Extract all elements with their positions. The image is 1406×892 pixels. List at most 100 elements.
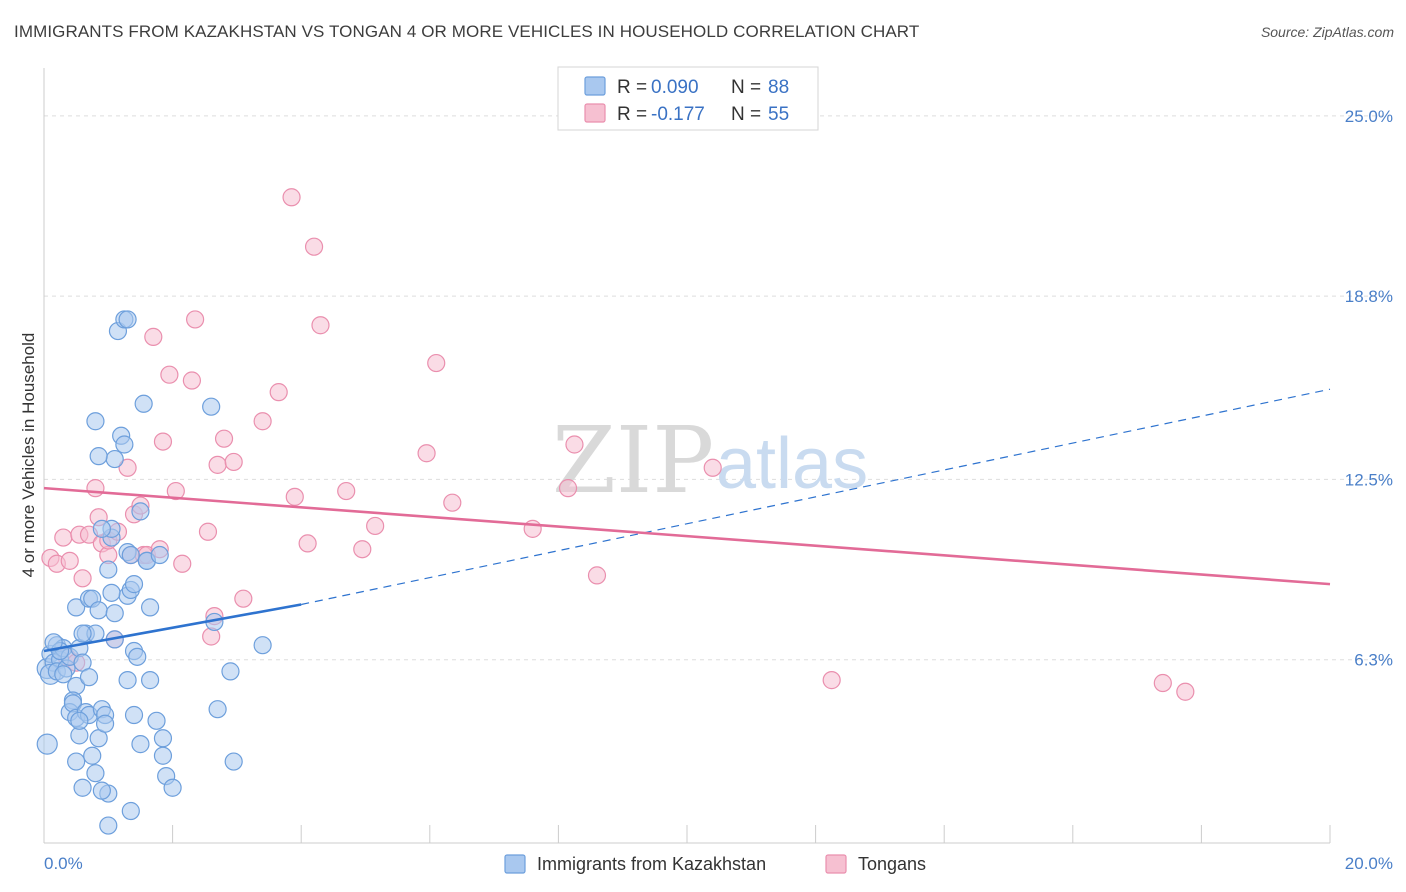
point-kazakhstan-11: [54, 665, 73, 684]
point-kazakhstan-58: [121, 801, 140, 821]
point-tongans-51: [558, 479, 578, 498]
legend-n-value-0: 88: [768, 77, 789, 98]
point-kazakhstan-81: [89, 447, 108, 466]
point-kazakhstan-34: [86, 764, 105, 783]
y-tick-label-1: 12.5%: [1345, 470, 1393, 489]
legend-swatch-blue: [584, 76, 606, 96]
point-tongans-48: [427, 353, 446, 373]
point-kazakhstan-54: [121, 545, 140, 565]
point-kazakhstan-66: [147, 711, 166, 730]
point-tongans-52: [565, 435, 584, 454]
point-kazakhstan-51: [124, 575, 144, 594]
y-axis-label: 4 or more Vehicles in Household: [19, 333, 38, 578]
x-tick-labels: 0.0% 20.0%: [44, 854, 1393, 873]
point-tongans-33: [208, 455, 227, 474]
point-kazakhstan-38: [99, 560, 118, 579]
point-tongans-24: [153, 432, 173, 451]
trend-kazakhstan-solid: [43, 603, 302, 653]
point-tongans-36: [234, 589, 253, 608]
watermark-zip: ZIP: [552, 407, 714, 514]
point-kazakhstan-87: [70, 711, 89, 730]
point-tongans-45: [353, 540, 372, 559]
trend-lines: [43, 388, 1331, 653]
point-kazakhstan-33: [83, 746, 102, 765]
legend-swatch-pink: [584, 103, 606, 123]
legend-r-value-0: 0.090: [651, 77, 699, 98]
point-tongans-29: [182, 371, 201, 390]
point-tongans-28: [186, 310, 205, 329]
point-tongans-56: [1153, 673, 1172, 693]
y-tick-labels: 6.3% 12.5% 18.8% 25.0%: [1345, 107, 1393, 670]
series-kazakhstan: [36, 310, 272, 835]
point-tongans-26: [166, 481, 185, 501]
point-kazakhstan-65: [140, 671, 160, 690]
point-tongans-38: [269, 383, 288, 402]
point-kazakhstan-68: [153, 746, 173, 765]
legend: R = 0.090 N = 88 R = -0.177 N = 55: [557, 66, 819, 131]
point-tongans-7: [73, 569, 92, 588]
point-kazakhstan-21: [89, 601, 108, 620]
point-tongans-9: [86, 479, 105, 498]
point-kazakhstan-85: [102, 583, 121, 602]
legend-r-label-0: R =: [617, 77, 647, 98]
point-tongans-42: [304, 237, 324, 256]
bottom-legend-label-tongans: Tongans: [858, 854, 926, 874]
point-kazakhstan-71: [163, 778, 182, 797]
x-tick-label-0: 0.0%: [44, 854, 83, 873]
point-tongans-2: [54, 528, 73, 547]
point-kazakhstan-73: [118, 310, 137, 329]
point-tongans-35: [224, 452, 243, 472]
point-tongans-22: [144, 327, 163, 346]
point-tongans-40: [285, 487, 304, 506]
legend-r-label-1: R =: [617, 104, 647, 125]
point-tongans-46: [366, 516, 385, 536]
point-kazakhstan-48: [115, 435, 134, 454]
point-kazakhstan-45: [105, 449, 124, 469]
point-tongans-30: [198, 522, 218, 541]
point-kazakhstan-52: [118, 671, 137, 690]
point-kazakhstan-30: [73, 778, 92, 797]
y-tick-label-3: 25.0%: [1345, 107, 1393, 126]
point-tongans-49: [443, 493, 462, 512]
point-kazakhstan-57: [124, 705, 144, 725]
legend-n-label-1: N =: [731, 104, 761, 125]
point-kazakhstan-79: [253, 636, 272, 655]
bottom-legend: Immigrants from Kazakhstan Tongans: [504, 854, 926, 874]
x-tick-label-1: 20.0%: [1345, 854, 1393, 873]
point-tongans-39: [282, 188, 301, 207]
point-tongans-57: [1176, 682, 1195, 701]
trend-kazakhstan-dashed: [301, 388, 1331, 606]
point-kazakhstan-40: [105, 604, 124, 623]
point-kazakhstan-56: [128, 647, 147, 666]
point-tongans-53: [587, 566, 607, 585]
chart-title: IMMIGRANTS FROM KAZAKHSTAN VS TONGAN 4 O…: [14, 22, 920, 41]
point-kazakhstan-74: [202, 397, 221, 416]
point-tongans-54: [703, 458, 722, 477]
point-tongans-25: [160, 365, 179, 384]
bottom-legend-label-kazakhstan: Immigrants from Kazakhstan: [537, 854, 766, 874]
y-tick-label-0: 6.3%: [1354, 651, 1393, 670]
point-tongans-4: [60, 551, 79, 570]
point-tongans-43: [311, 316, 330, 335]
legend-r-value-1: -0.177: [651, 104, 705, 125]
watermark-atlas: atlas: [716, 424, 868, 504]
grid-lines: [44, 115, 1390, 661]
point-kazakhstan-43: [99, 816, 118, 835]
legend-n-value-1: 55: [768, 104, 789, 125]
point-kazakhstan-14: [67, 598, 86, 617]
trend-tongans-solid: [43, 486, 1331, 586]
point-kazakhstan-6: [36, 733, 58, 755]
point-kazakhstan-64: [140, 598, 160, 617]
point-kazakhstan-61: [134, 394, 153, 413]
point-kazakhstan-86: [95, 714, 115, 733]
point-kazakhstan-84: [92, 519, 111, 538]
y-tick-label-2: 18.8%: [1345, 287, 1393, 306]
point-kazakhstan-60: [131, 502, 150, 521]
point-kazakhstan-59: [131, 735, 150, 754]
point-kazakhstan-77: [221, 662, 240, 681]
point-kazakhstan-82: [92, 781, 111, 800]
point-kazakhstan-22: [73, 624, 92, 643]
series-tongans: [41, 188, 1195, 701]
point-tongans-34: [214, 429, 234, 448]
